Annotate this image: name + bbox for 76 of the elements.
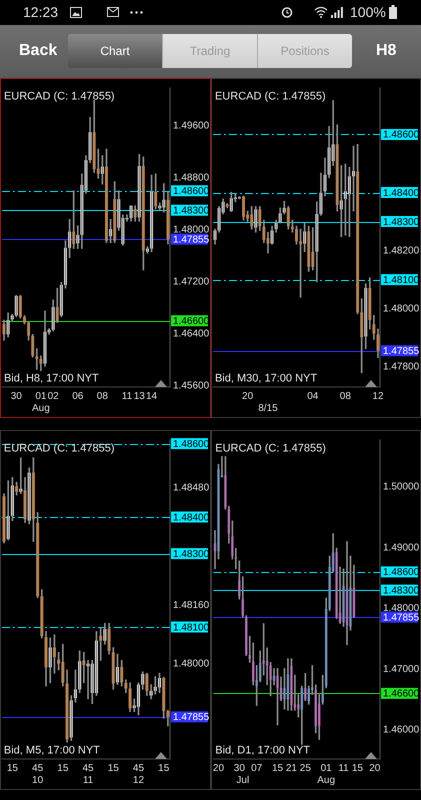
x-tick-label: Jul <box>236 774 250 786</box>
x-tick-label: 8/15 <box>258 402 278 414</box>
chart-title: EURCAD (C: 1.47855) <box>214 90 326 103</box>
x-tick-label: 08 <box>340 390 352 402</box>
ref-line-label: 1.46600 <box>173 316 210 327</box>
ref-line-label: 1.48600 <box>173 186 210 197</box>
x-tick-label: 21 <box>286 762 298 774</box>
annotation: Bid, M30, 17:00 NYT <box>214 372 318 385</box>
text: Positions <box>257 34 352 68</box>
x-tick-label: 15 <box>272 762 284 774</box>
y-tick-label: 1.46400 <box>173 328 210 340</box>
x-tick-label: 06 <box>72 390 84 402</box>
y-tick-label: 1.48200 <box>383 245 420 256</box>
y-tick-label: 1.48000 <box>383 303 420 314</box>
y-tick-label: 1.48800 <box>173 172 210 184</box>
ref-line-label: 1.48600 <box>383 130 420 141</box>
ref-line-label: 1.48300 <box>383 585 420 596</box>
x-tick-label: 15 <box>57 762 69 774</box>
x-tick-label: 13 <box>134 390 146 402</box>
ref-line-label: 1.46600 <box>383 688 420 700</box>
x-tick-label: 25 <box>300 762 312 774</box>
annotation: Bid, D1, 17:00 NYT <box>215 744 310 757</box>
chart-title: EURCAD (C: 1.47855) <box>4 442 115 455</box>
x-tick-label: 20 <box>242 390 254 402</box>
text: Trading <box>162 34 257 68</box>
x-tick-label: 02 <box>48 390 60 402</box>
y-tick-label: 1.48000 <box>173 224 210 236</box>
x-tick-label: 11 <box>122 390 133 402</box>
x-tick-label: 14 <box>146 390 158 402</box>
annotation: Bid, M5, 17:00 NYT <box>4 744 100 757</box>
ref-line-label: 1.48300 <box>173 548 210 560</box>
x-tick-label: 20 <box>212 762 224 774</box>
text: 12:23 <box>23 4 58 20</box>
y-tick-label: 1.46000 <box>383 724 420 736</box>
x-tick-label: 12 <box>372 390 384 402</box>
x-tick-label: 20 <box>369 762 381 774</box>
x-tick-label: 11 <box>338 762 350 774</box>
x-tick-label: 45 10 <box>32 762 44 786</box>
x-tick-label: 08 <box>96 390 108 402</box>
text: Chart <box>68 34 162 68</box>
x-tick-label: 01 Aug <box>317 762 336 786</box>
x-tick-label: 45 12 <box>132 762 144 786</box>
x-tick-label: 15 <box>6 762 18 774</box>
x-tick-label: 45 11 <box>82 762 94 786</box>
y-tick-label: 1.47000 <box>383 664 420 675</box>
y-tick-label: 1.47200 <box>173 276 210 288</box>
y-tick-label: 1.48000 <box>383 603 420 614</box>
y-tick-label: 1.48480 <box>173 482 210 494</box>
ref-line-label: 1.48300 <box>173 205 210 216</box>
x-tick-label: 30 <box>10 390 22 402</box>
chart-title: EURCAD (C: 1.47855) <box>215 442 326 455</box>
x-tick-label: 04 <box>307 390 319 402</box>
y-tick-label: 1.49600 <box>173 120 210 132</box>
y-tick-label: 1.47800 <box>383 361 420 372</box>
text: H8 <box>376 42 396 60</box>
y-tick-label: 1.50000 <box>383 482 420 493</box>
y-tick-label: 1.49000 <box>383 542 420 554</box>
y-tick-label: 1.48000 <box>173 658 210 670</box>
ref-line-label: 1.48400 <box>383 188 420 199</box>
y-tick-label: 1.48160 <box>173 600 210 611</box>
ref-line-label: 1.48600 <box>173 438 210 450</box>
y-tick-label: 1.45600 <box>173 380 210 392</box>
chart-title: EURCAD (C: 1.47855) <box>4 90 115 103</box>
ref-line-label: 1.48600 <box>383 567 420 578</box>
x-tick-label: 15 <box>352 762 364 774</box>
ref-line-label: 1.48300 <box>383 216 420 228</box>
text: 100% <box>350 4 386 20</box>
ref-line-label: 1.48100 <box>173 622 210 634</box>
text: Back <box>19 42 58 60</box>
x-tick-label: 07 <box>251 762 263 774</box>
x-tick-label: 30 <box>234 762 246 774</box>
ref-line-label: 1.48100 <box>383 274 420 286</box>
x-tick-label: 15 <box>158 762 170 774</box>
ref-line-label: 1.48400 <box>173 512 210 524</box>
x-tick-label: 15 <box>108 762 120 774</box>
annotation: Bid, H8, 17:00 NYT <box>4 372 99 385</box>
